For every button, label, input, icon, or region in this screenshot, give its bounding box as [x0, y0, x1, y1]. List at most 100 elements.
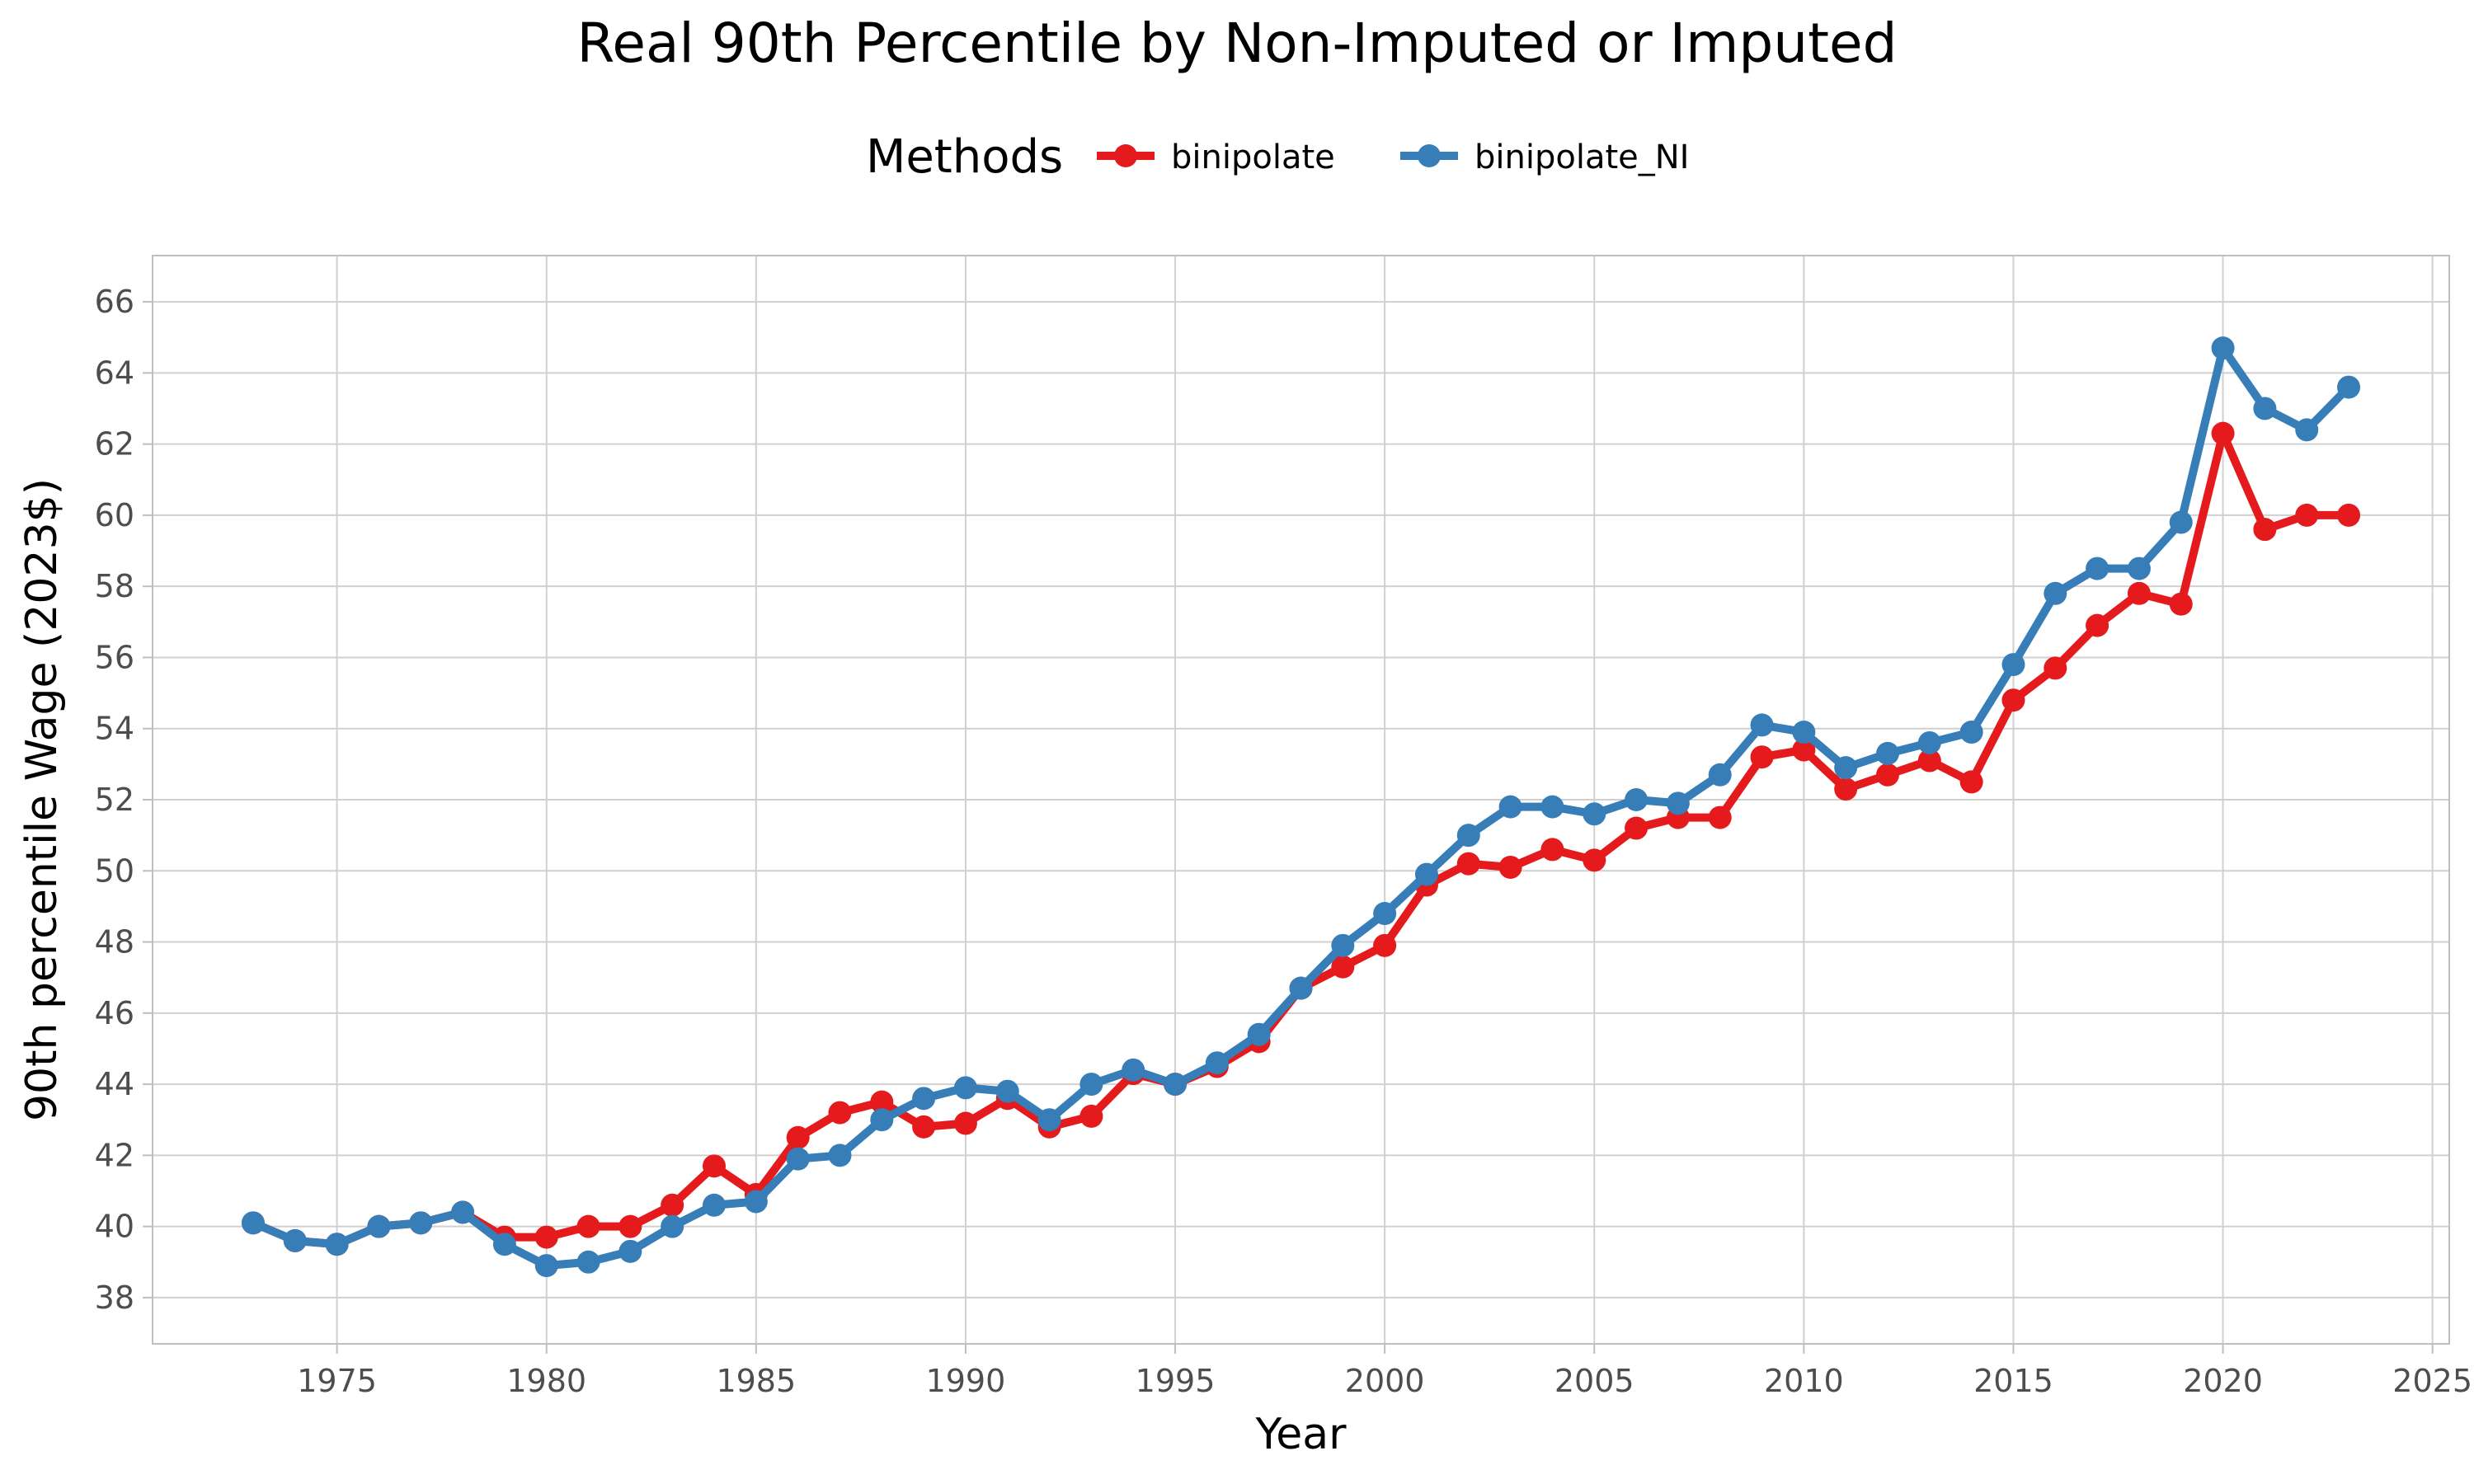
series-binipolate-ni — [241, 336, 2361, 1278]
data-point — [786, 1125, 810, 1149]
data-point — [2295, 418, 2319, 442]
y-tick-label: 60 — [95, 497, 134, 533]
data-point — [451, 1200, 475, 1224]
data-point — [2001, 653, 2025, 677]
data-point — [2127, 581, 2151, 605]
data-point — [912, 1087, 936, 1111]
data-point — [2337, 503, 2361, 527]
data-point — [1164, 1073, 1188, 1097]
data-point — [1373, 902, 1397, 926]
data-point — [2169, 592, 2193, 616]
data-point — [1583, 802, 1606, 826]
legend-label-binipolate-ni: binipolate_NI — [1475, 139, 1690, 176]
y-tick-label: 46 — [95, 995, 134, 1031]
y-axis: 38 40 42 44 46 48 50 52 54 56 58 60 62 64 66 — [95, 284, 153, 1316]
data-point — [1708, 763, 1732, 787]
x-tick-label: 1980 — [506, 1363, 586, 1399]
x-tick-label: 2005 — [1554, 1363, 1634, 1399]
data-point — [409, 1211, 433, 1235]
data-point — [1875, 763, 1899, 787]
data-point — [1583, 848, 1606, 872]
data-point — [1456, 824, 1480, 848]
data-point — [1122, 1058, 1145, 1082]
data-point — [744, 1190, 768, 1214]
y-axis-title: 90th percentile Wage (2023$) — [17, 478, 67, 1121]
data-point — [2211, 421, 2235, 445]
data-point — [1708, 805, 1732, 829]
data-point — [1373, 933, 1397, 957]
series-binipolate-ni-line — [248, 344, 2354, 1270]
data-point — [1917, 749, 1941, 773]
data-point — [870, 1090, 894, 1114]
data-point — [703, 1193, 727, 1217]
y-tick-label: 38 — [95, 1280, 134, 1316]
data-point — [618, 1239, 642, 1263]
y-tick-label: 52 — [95, 782, 134, 818]
data-point — [2211, 336, 2235, 360]
data-point — [828, 1144, 852, 1167]
data-point — [1205, 1051, 1229, 1075]
data-point — [367, 1214, 391, 1238]
data-point — [1456, 852, 1480, 876]
data-point — [1625, 816, 1649, 840]
data-point — [2044, 581, 2067, 605]
x-axis: 1975 1980 1985 1990 1995 2000 2005 2010 2015 2020… — [297, 1344, 2472, 1399]
x-axis-title: Year — [1254, 1410, 1347, 1459]
data-point — [1037, 1108, 1061, 1132]
data-point — [1834, 777, 1858, 801]
legend: Methods binipolate binipolate_NI — [0, 124, 2474, 190]
y-tick-label: 54 — [95, 711, 134, 747]
data-point — [1331, 933, 1355, 957]
y-tick-label: 48 — [95, 924, 134, 960]
legend-marker — [1114, 144, 1137, 167]
data-point — [1540, 795, 1564, 819]
y-tick-label: 64 — [95, 355, 134, 391]
y-tick-label: 50 — [95, 852, 134, 889]
y-tick-label: 62 — [95, 426, 134, 463]
data-point — [1414, 862, 1438, 886]
legend-key-binipolate-ni — [1400, 144, 1458, 167]
data-point — [912, 1115, 936, 1139]
data-point — [1079, 1104, 1103, 1128]
data-point — [661, 1214, 684, 1238]
data-point — [1498, 855, 1522, 879]
data-point — [870, 1108, 894, 1132]
grid — [153, 256, 2449, 1344]
x-tick-label: 1995 — [1136, 1363, 1216, 1399]
data-point — [953, 1076, 977, 1100]
y-tick-label: 66 — [95, 284, 134, 320]
legend-marker — [1418, 144, 1441, 167]
data-point — [1792, 738, 1816, 762]
y-tick-label: 58 — [95, 568, 134, 604]
legend-label-binipolate: binipolate — [1171, 139, 1335, 176]
chart-title: Real 90th Percentile by Non-Imputed or I… — [576, 12, 1898, 75]
x-tick-label: 1975 — [297, 1363, 377, 1399]
data-point — [2169, 510, 2193, 534]
x-tick-label: 2010 — [1764, 1363, 1844, 1399]
data-point — [2086, 556, 2109, 580]
data-point — [1289, 976, 1313, 1000]
y-tick-label: 40 — [95, 1209, 134, 1245]
data-point — [1498, 795, 1522, 819]
series-layer — [241, 336, 2361, 1278]
data-point — [1959, 721, 1983, 744]
data-point — [828, 1101, 852, 1125]
data-point — [2295, 503, 2319, 527]
data-point — [953, 1111, 977, 1135]
data-point — [2127, 556, 2151, 580]
data-point — [2044, 656, 2067, 680]
y-tick-label: 42 — [95, 1137, 134, 1173]
x-tick-label: 1990 — [926, 1363, 1006, 1399]
data-point — [1750, 713, 1774, 737]
data-point — [1834, 756, 1858, 780]
data-point — [618, 1214, 642, 1238]
data-point — [1750, 745, 1774, 769]
data-point — [1079, 1073, 1103, 1097]
data-point — [2086, 613, 2109, 637]
data-point — [2253, 397, 2277, 420]
data-point — [1917, 730, 1941, 754]
data-point — [534, 1225, 558, 1249]
data-point — [661, 1193, 684, 1217]
data-point — [1540, 838, 1564, 862]
x-tick-label: 2000 — [1345, 1363, 1425, 1399]
